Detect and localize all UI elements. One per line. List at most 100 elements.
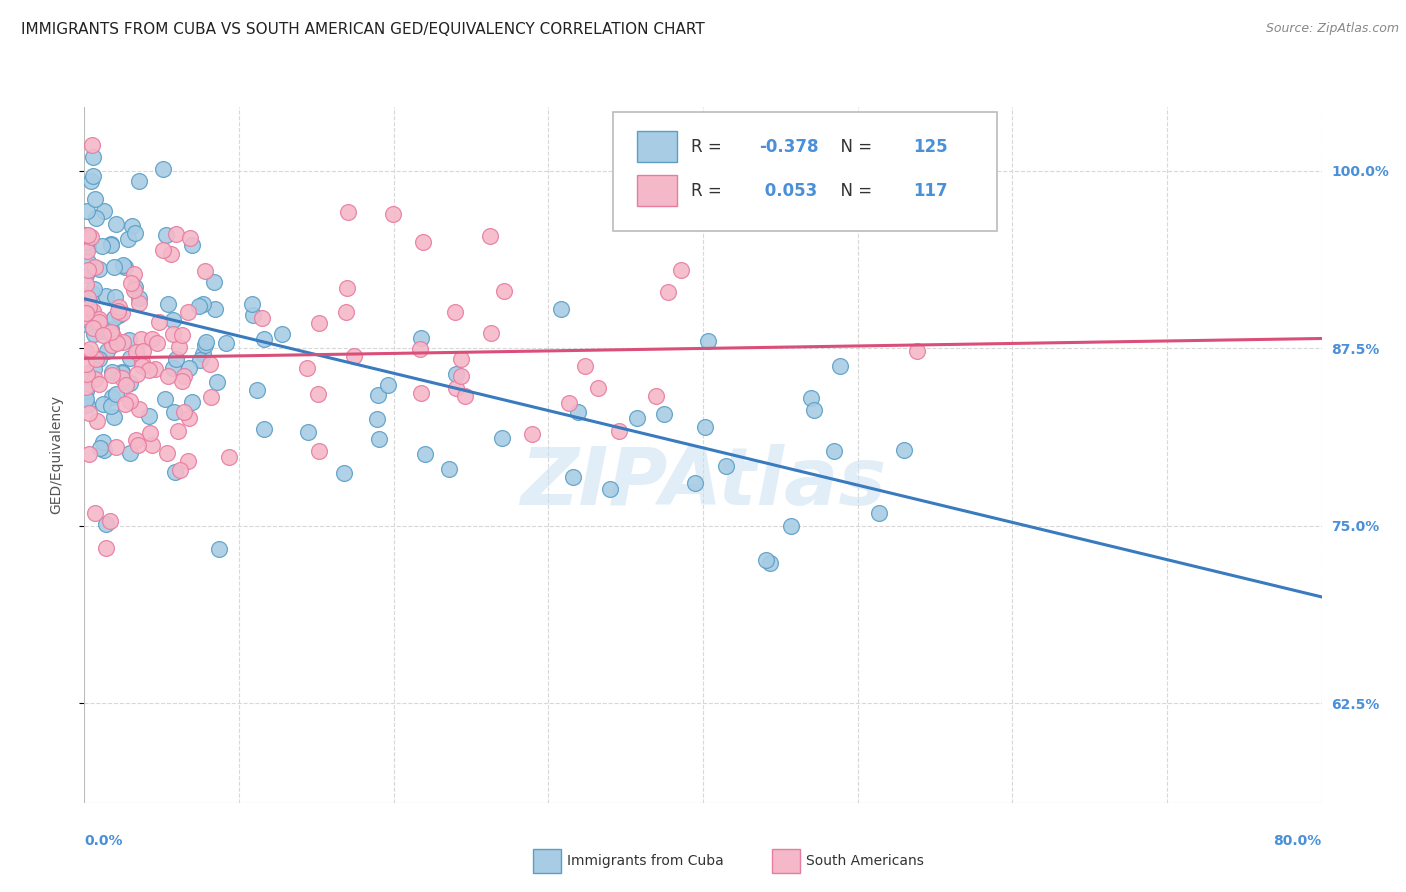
- Point: [177, 411, 200, 425]
- Point: [179, 231, 201, 245]
- Point: [683, 475, 706, 490]
- Point: [115, 378, 138, 392]
- Point: [75, 311, 97, 326]
- Text: IMMIGRANTS FROM CUBA VS SOUTH AMERICAN GED/EQUIVALENCY CORRELATION CHART: IMMIGRANTS FROM CUBA VS SOUTH AMERICAN G…: [21, 22, 704, 37]
- Point: [75, 235, 97, 250]
- Point: [141, 438, 163, 452]
- Point: [131, 359, 153, 373]
- Point: [295, 361, 318, 376]
- Point: [128, 174, 150, 188]
- Point: [520, 426, 543, 441]
- Point: [146, 335, 169, 350]
- Point: [77, 239, 100, 253]
- Point: [250, 310, 273, 325]
- Point: [141, 332, 163, 346]
- Point: [138, 363, 160, 377]
- Point: [103, 410, 125, 425]
- Point: [96, 344, 118, 359]
- Point: [124, 283, 146, 297]
- Point: [75, 345, 97, 359]
- Point: [84, 352, 107, 367]
- Point: [308, 444, 330, 458]
- Point: [117, 231, 139, 245]
- Point: [114, 397, 136, 411]
- Text: 117: 117: [914, 182, 948, 200]
- Point: [100, 365, 122, 379]
- Point: [128, 401, 150, 416]
- Point: [138, 409, 160, 423]
- Point: [194, 264, 217, 278]
- Point: [173, 405, 195, 419]
- Point: [177, 305, 200, 319]
- Point: [83, 308, 105, 322]
- Point: [193, 338, 215, 352]
- Point: [77, 300, 100, 314]
- Point: [803, 403, 825, 417]
- Point: [654, 408, 676, 422]
- Point: [101, 329, 124, 343]
- Point: [80, 174, 103, 188]
- Text: Immigrants from Cuba: Immigrants from Cuba: [567, 854, 723, 868]
- Point: [111, 306, 134, 320]
- Point: [77, 447, 100, 461]
- Point: [84, 260, 107, 275]
- Point: [101, 338, 124, 352]
- Point: [104, 440, 127, 454]
- Point: [828, 359, 851, 373]
- Point: [156, 446, 179, 460]
- Point: [177, 361, 200, 376]
- Point: [120, 277, 142, 291]
- Point: [107, 303, 129, 318]
- Point: [118, 446, 141, 460]
- Point: [644, 389, 666, 403]
- Point: [131, 355, 153, 369]
- Point: [253, 332, 276, 346]
- Point: [271, 327, 294, 342]
- Point: [139, 425, 162, 440]
- Point: [76, 203, 98, 218]
- Point: [437, 462, 460, 476]
- Point: [118, 376, 141, 391]
- Point: [242, 297, 264, 311]
- Point: [162, 312, 184, 326]
- Point: [83, 260, 105, 274]
- Point: [198, 357, 221, 371]
- Point: [91, 435, 114, 450]
- Point: [77, 262, 100, 277]
- Point: [112, 335, 135, 350]
- Point: [112, 258, 135, 272]
- Point: [79, 342, 101, 356]
- Point: [367, 388, 389, 402]
- Point: [550, 301, 572, 316]
- Point: [75, 268, 97, 282]
- Point: [169, 463, 191, 477]
- Point: [90, 325, 112, 339]
- Point: [89, 351, 111, 366]
- Point: [626, 410, 648, 425]
- Point: [77, 308, 100, 322]
- Point: [129, 332, 152, 346]
- Text: R =: R =: [690, 182, 727, 200]
- Point: [103, 311, 125, 326]
- Point: [121, 219, 143, 233]
- FancyBboxPatch shape: [637, 175, 678, 206]
- Point: [588, 381, 610, 395]
- Text: Source: ZipAtlas.com: Source: ZipAtlas.com: [1265, 22, 1399, 36]
- Point: [83, 327, 105, 342]
- Point: [93, 322, 115, 336]
- Point: [87, 311, 110, 326]
- Point: [172, 327, 194, 342]
- Point: [75, 228, 97, 243]
- Point: [173, 368, 195, 383]
- Point: [759, 556, 782, 570]
- Point: [111, 370, 134, 384]
- Point: [162, 360, 184, 375]
- Point: [93, 442, 115, 457]
- Point: [368, 432, 391, 446]
- Point: [125, 433, 148, 447]
- Point: [567, 404, 589, 418]
- Point: [696, 334, 718, 348]
- Text: N =: N =: [831, 137, 877, 156]
- Point: [823, 444, 845, 458]
- Point: [94, 289, 117, 303]
